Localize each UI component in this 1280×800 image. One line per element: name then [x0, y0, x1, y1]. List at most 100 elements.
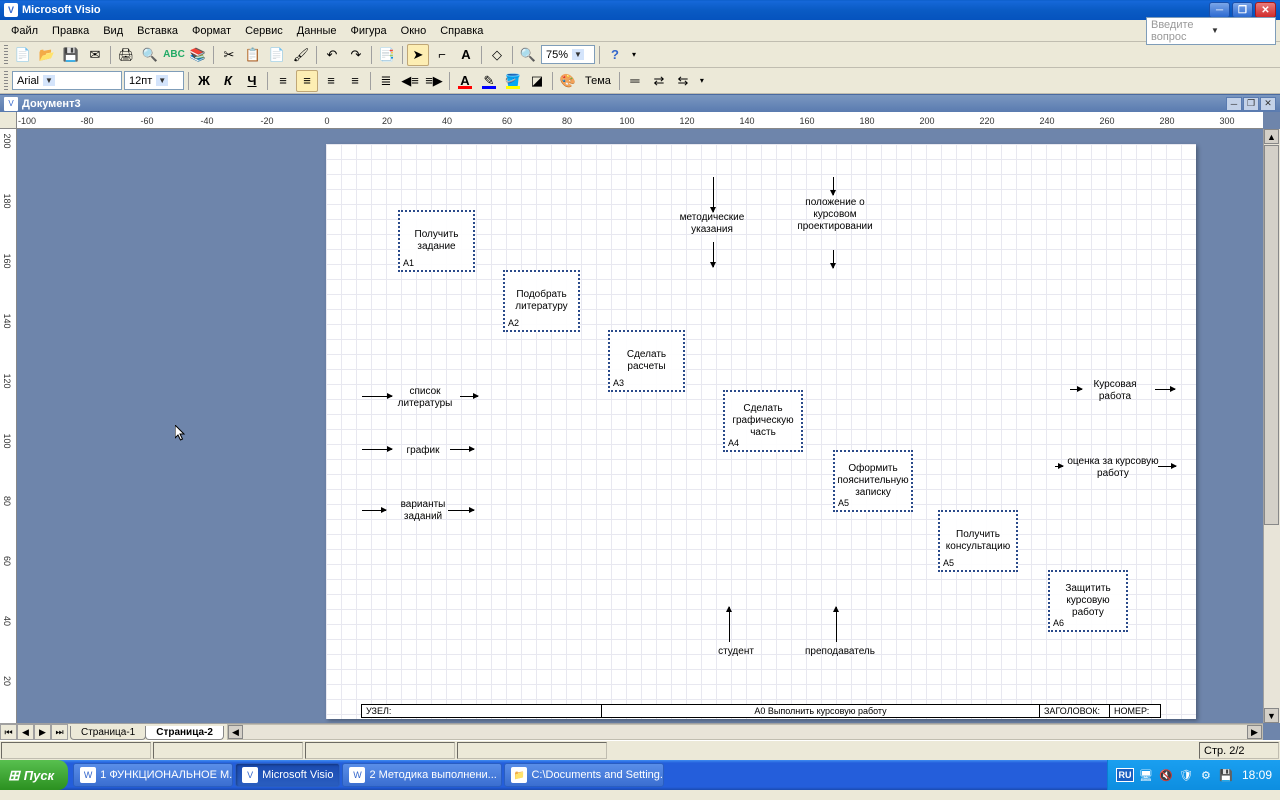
line-style-button[interactable]: ═ — [624, 70, 646, 92]
format-painter-button[interactable]: 🖌 — [290, 44, 312, 66]
spellcheck-button[interactable]: ABC — [163, 44, 185, 66]
cut-button[interactable]: ✂ — [218, 44, 240, 66]
text-button[interactable]: A — [455, 44, 477, 66]
menu-формат[interactable]: Формат — [185, 23, 238, 39]
scroll-right-button[interactable]: ▶ — [1247, 725, 1262, 739]
align-left-button[interactable]: ≡ — [272, 70, 294, 92]
diagram-text[interactable]: студент — [706, 646, 766, 658]
toolbar-options-button[interactable]: ▾ — [696, 70, 708, 92]
arrow[interactable] — [450, 449, 474, 450]
idef-box-A1[interactable]: Получить заданиеA1 — [398, 210, 475, 272]
preview-button[interactable]: 🔍 — [139, 44, 161, 66]
idef-box-A3[interactable]: Сделать расчетыA3 — [608, 330, 685, 392]
arrow[interactable] — [833, 250, 834, 268]
diagram-text[interactable]: преподаватель — [790, 646, 890, 658]
bullets-button[interactable]: ≣ — [375, 70, 397, 92]
menu-правка[interactable]: Правка — [45, 23, 96, 39]
arrow[interactable] — [362, 449, 392, 450]
tray-icon[interactable]: 🔇 — [1158, 767, 1174, 783]
fontsize-combo[interactable]: 12пт▼ — [124, 71, 184, 90]
idef-box-A4[interactable]: Сделать графическую частьA4 — [723, 390, 803, 452]
diagram-text[interactable]: Курсовая работа — [1080, 379, 1150, 403]
ask-question-box[interactable]: Введите вопрос ▼ — [1146, 17, 1276, 45]
arrow[interactable] — [1155, 389, 1175, 390]
tray-icon[interactable]: ⚙ — [1198, 767, 1214, 783]
scroll-up-button[interactable]: ▲ — [1264, 129, 1279, 144]
tab-first-button[interactable]: ⏮ — [0, 724, 17, 740]
save-button[interactable]: 💾 — [60, 44, 82, 66]
bold-button[interactable]: Ж — [193, 70, 215, 92]
arrow[interactable] — [1070, 389, 1082, 390]
shadow-button[interactable]: ◪ — [526, 70, 548, 92]
arrow[interactable] — [836, 607, 837, 642]
menu-данные[interactable]: Данные — [290, 23, 344, 39]
tab-prev-button[interactable]: ◀ — [17, 724, 34, 740]
arrow[interactable] — [1158, 466, 1176, 467]
align-center-button[interactable]: ≡ — [296, 70, 318, 92]
mail-button[interactable]: ✉ — [84, 44, 106, 66]
diagram-text[interactable]: оценка за курсовую работу — [1058, 456, 1168, 480]
menu-сервис[interactable]: Сервис — [238, 23, 290, 39]
new-button[interactable]: 📄 — [12, 44, 34, 66]
lang-indicator[interactable]: RU — [1116, 768, 1134, 782]
arrow[interactable] — [362, 396, 392, 397]
help-button[interactable]: ? — [604, 44, 626, 66]
indent-inc-button[interactable]: ≡▶ — [423, 70, 445, 92]
font-combo[interactable]: Arial▼ — [12, 71, 122, 90]
menu-фигура[interactable]: Фигура — [344, 23, 394, 39]
menu-вставка[interactable]: Вставка — [130, 23, 185, 39]
underline-button[interactable]: Ч — [241, 70, 263, 92]
indent-dec-button[interactable]: ◀≡ — [399, 70, 421, 92]
zoom-combo[interactable]: 75%▼ — [541, 45, 595, 64]
menu-файл[interactable]: Файл — [4, 23, 45, 39]
idef-box-A6[interactable]: Защитить курсовую работуA6 — [1048, 570, 1128, 632]
align-right-button[interactable]: ≡ — [320, 70, 342, 92]
diagram-text[interactable]: список литературы — [390, 386, 460, 410]
theme-label[interactable]: Тема — [581, 75, 615, 87]
arrow[interactable] — [460, 396, 478, 397]
arrow[interactable] — [833, 177, 834, 195]
open-button[interactable]: 📂 — [36, 44, 58, 66]
scroll-left-button[interactable]: ◀ — [228, 725, 243, 739]
shapes-button[interactable]: ◇ — [486, 44, 508, 66]
tray-icon[interactable]: 🛡 — [1178, 767, 1194, 783]
start-button[interactable]: ⊞ Пуск — [0, 760, 68, 790]
arrow[interactable] — [1055, 466, 1063, 467]
taskbar-task-button[interactable]: W2 Методика выполнени... — [342, 763, 502, 787]
diagram-text[interactable]: положение о курсовом проектировании — [790, 197, 880, 233]
doc-minimize-button[interactable]: ─ — [1226, 97, 1242, 111]
tray-icon[interactable]: 💾 — [1218, 767, 1234, 783]
doc-restore-button[interactable]: ❐ — [1243, 97, 1259, 111]
justify-button[interactable]: ≡ — [344, 70, 366, 92]
tab-next-button[interactable]: ▶ — [34, 724, 51, 740]
stamp-button[interactable]: 📑 — [376, 44, 398, 66]
diagram-text[interactable]: методические указания — [668, 212, 756, 236]
scroll-thumb[interactable] — [1264, 145, 1279, 525]
toolbar-handle[interactable] — [4, 45, 8, 65]
diagram-text[interactable]: варианты заданий — [388, 499, 458, 523]
idef-box-A2[interactable]: Подобрать литературуA2 — [503, 270, 580, 332]
arrow[interactable] — [448, 510, 474, 511]
italic-button[interactable]: К — [217, 70, 239, 92]
taskbar-task-button[interactable]: VMicrosoft Visio — [235, 763, 340, 787]
taskbar-task-button[interactable]: 📁C:\Documents and Setting... — [504, 763, 664, 787]
connector-button[interactable]: ⌐ — [431, 44, 453, 66]
line-pattern-button[interactable]: ⇆ — [672, 70, 694, 92]
idef-box-A5[interactable]: Оформить пояснительную запискуA5 — [833, 450, 913, 512]
line-color-button[interactable]: ✎ — [478, 70, 500, 92]
menu-окно[interactable]: Окно — [394, 23, 434, 39]
arrow[interactable] — [362, 510, 386, 511]
tab-last-button[interactable]: ⏭ — [51, 724, 68, 740]
diagram-text[interactable]: график — [398, 445, 448, 457]
toolbar-options-button[interactable]: ▾ — [628, 44, 640, 66]
pointer-button[interactable]: ➤ — [407, 44, 429, 66]
copy-button[interactable]: 📋 — [242, 44, 264, 66]
clock[interactable]: 18:09 — [1242, 768, 1272, 782]
tray-icon[interactable]: 🖥 — [1138, 767, 1154, 783]
toolbar-handle[interactable] — [4, 71, 8, 91]
sheet-tab[interactable]: Страница-2 — [145, 726, 224, 740]
sheet-tab[interactable]: Страница-1 — [70, 726, 146, 740]
redo-button[interactable]: ↷ — [345, 44, 367, 66]
research-button[interactable]: 📚 — [187, 44, 209, 66]
arrow[interactable] — [713, 177, 714, 212]
